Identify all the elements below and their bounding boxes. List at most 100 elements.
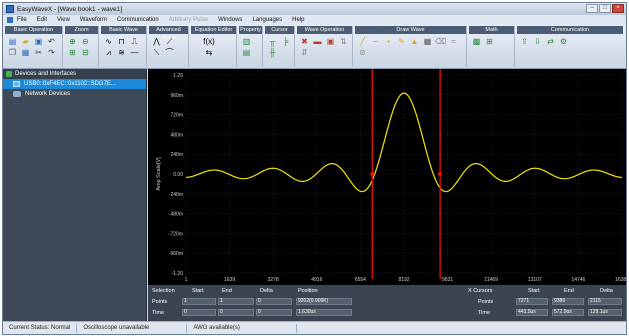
draw-line-icon[interactable]: ╱ <box>360 37 365 46</box>
zoom-out-icon[interactable]: ⊖ <box>82 37 89 46</box>
paste-icon[interactable]: ▦ <box>21 48 30 57</box>
equation-run-icon[interactable]: ⇆ <box>205 48 213 57</box>
wave-cut-icon[interactable]: ✖ <box>301 37 308 46</box>
time-end-field[interactable]: 0 <box>218 309 254 316</box>
xc-end-label: End <box>564 288 574 294</box>
copy-icon[interactable]: ❐ <box>8 48 17 57</box>
sidebar-header-label: Devices and Interfaces <box>15 71 77 77</box>
receive-wave-icon[interactable]: ⇩ <box>534 37 541 46</box>
col-end-label: End <box>222 288 232 294</box>
x-tick-label: 8192 <box>398 277 409 283</box>
property-icon[interactable]: ▥ <box>242 37 251 46</box>
open-folder-icon[interactable]: ▰ <box>22 37 29 46</box>
waveform-plot[interactable]: 1.20 960m 720m 480m 240m 0.00 -240m -480m -720m -… <box>148 69 626 285</box>
square-wave-icon[interactable]: ⊓ <box>118 37 125 46</box>
draw-smooth-icon[interactable]: ≈ <box>451 37 456 46</box>
zoom-in-icon[interactable]: ⊕ <box>69 37 76 46</box>
noise-wave-icon[interactable]: ≋ <box>118 48 125 57</box>
sidebar-header[interactable]: Devices and Interfaces <box>3 69 146 79</box>
connect-icon[interactable]: ⇄ <box>547 37 554 46</box>
xc-time-start-field[interactable]: 443.5us <box>516 309 548 316</box>
exp-rise-icon[interactable]: ⟋ <box>166 37 173 46</box>
ramp-wave-icon[interactable]: ⩘ <box>106 48 111 57</box>
draw-spline-icon[interactable]: ∽ <box>372 37 379 46</box>
math-fft-icon[interactable]: ⊞ <box>486 37 493 46</box>
menu-windows[interactable]: Windows <box>218 17 243 23</box>
sine-wave-icon[interactable]: ∿ <box>105 37 112 46</box>
draw-clear-icon[interactable]: ⊘ <box>359 48 366 57</box>
time-delta-field[interactable]: 0 <box>256 309 292 316</box>
equation-icon[interactable]: f(x) <box>203 37 215 46</box>
log-wave-icon[interactable]: ⌒ <box>165 48 174 57</box>
draw-erase-icon[interactable]: ⌫ <box>434 37 447 46</box>
x-tick-label: 9831 <box>442 277 453 283</box>
sinc-wave-icon[interactable]: ⋀ <box>153 37 160 46</box>
group-label: Draw Wave <box>355 26 466 34</box>
pulse-wave-icon[interactable]: ⎍ <box>131 37 138 46</box>
wave-delete-icon[interactable]: ▣ <box>326 37 335 46</box>
cursor-pair-icon[interactable]: ╫ <box>269 48 276 57</box>
xc-points-end-field[interactable]: 9386 <box>552 298 584 305</box>
sidebar-item-network-devices[interactable]: Network Devices <box>3 89 146 99</box>
points-delta-field[interactable]: 0 <box>256 298 292 305</box>
y-tick-label: -720m <box>169 231 183 237</box>
menu-file[interactable]: File <box>17 17 27 23</box>
x-tick-label: 1 <box>185 277 188 283</box>
y-tick-label: -1.20 <box>172 271 184 277</box>
cursor-horizontal-icon[interactable]: ╞ <box>282 37 289 46</box>
menu-view[interactable]: View <box>57 17 70 23</box>
undo-icon[interactable]: ↶ <box>48 37 55 46</box>
title-bar: EasyWaveX - [Wave book1 - wave1] – □ × <box>3 3 626 15</box>
group-label: Wave Operation <box>297 26 352 34</box>
points-end-field[interactable]: 1 <box>218 298 254 305</box>
app-menu-icon[interactable] <box>7 17 13 23</box>
wave-invert-icon[interactable]: ⇵ <box>301 48 308 57</box>
cut-icon[interactable]: ✂ <box>35 48 42 57</box>
y-tick-label: -960m <box>169 251 183 257</box>
sidebar-item-usb-device[interactable]: USB0::0xF4EC::0x1102::SDG7E... <box>3 79 146 89</box>
points-position-field[interactable]: 9202(0.906K) <box>296 298 352 305</box>
xc-time-end-field[interactable]: 572.9us <box>552 309 584 316</box>
ribbon-group-equation-editor: Equation Editor f(x) ⇆ <box>191 26 237 67</box>
minimize-icon[interactable]: – <box>586 4 598 13</box>
points-start-field[interactable]: 1 <box>182 298 216 305</box>
xc-time-delta-field[interactable]: 129.1us <box>588 309 622 316</box>
y-tick-label: 960m <box>170 93 183 99</box>
dc-wave-icon[interactable]: ― <box>130 48 139 57</box>
zoom-fit-icon[interactable]: ⊞ <box>69 48 76 57</box>
y-tick-label: 720m <box>170 113 183 119</box>
device-config-icon[interactable]: ⚙ <box>559 37 568 46</box>
time-start-field[interactable]: 0 <box>182 309 216 316</box>
draw-point-icon[interactable]: • <box>387 37 390 46</box>
menu-help[interactable]: Help <box>292 17 305 23</box>
draw-fill-icon[interactable]: ▲ <box>410 37 419 46</box>
draw-grid-icon[interactable]: ▦ <box>423 37 432 46</box>
xc-points-start-field[interactable]: 7271 <box>516 298 548 305</box>
zoom-reset-icon[interactable]: ⊟ <box>82 48 89 57</box>
menu-edit[interactable]: Edit <box>36 17 48 23</box>
wave-insert-icon[interactable]: ▬ <box>313 37 322 46</box>
menu-waveform[interactable]: Waveform <box>79 17 108 23</box>
redo-icon[interactable]: ↷ <box>48 48 55 57</box>
maximize-icon[interactable]: □ <box>599 4 611 13</box>
menu-arbitrary-pulse[interactable]: Arbitrary Pulse <box>168 17 209 23</box>
xc-points-delta-field[interactable]: 2115 <box>588 298 622 305</box>
new-file-icon[interactable]: ▤ <box>8 37 17 46</box>
property-list-icon[interactable]: ▤ <box>242 48 251 57</box>
group-label: Equation Editor <box>191 26 236 34</box>
ribbon-group-wave-operation: Wave Operation ✖ ▬ ▣ ⇅ ⇵ <box>297 26 353 67</box>
time-position-field[interactable]: 1.630us <box>296 309 352 316</box>
menu-languages[interactable]: Languages <box>252 17 283 23</box>
status-oscilloscope: Oscilloscope unavailable <box>77 323 188 333</box>
menu-communication[interactable]: Communication <box>117 17 159 23</box>
close-icon[interactable]: × <box>612 4 624 13</box>
math-calc-icon[interactable]: ▩ <box>472 37 481 46</box>
draw-freehand-icon[interactable]: ✎ <box>398 37 405 46</box>
cursor-vertical-icon[interactable]: ╥ <box>269 37 276 46</box>
ribbon-group-draw-wave: Draw Wave ╱ ∽ • ✎ ▲ ▦ ⌫ ≈ ⊘ <box>355 26 467 67</box>
save-icon[interactable]: ▣ <box>34 37 43 46</box>
exp-fall-icon[interactable]: ⟍ <box>153 48 160 57</box>
wave-flip-icon[interactable]: ⇅ <box>340 37 347 46</box>
send-wave-icon[interactable]: ⇪ <box>521 37 528 46</box>
group-label: Cursor <box>265 26 294 34</box>
